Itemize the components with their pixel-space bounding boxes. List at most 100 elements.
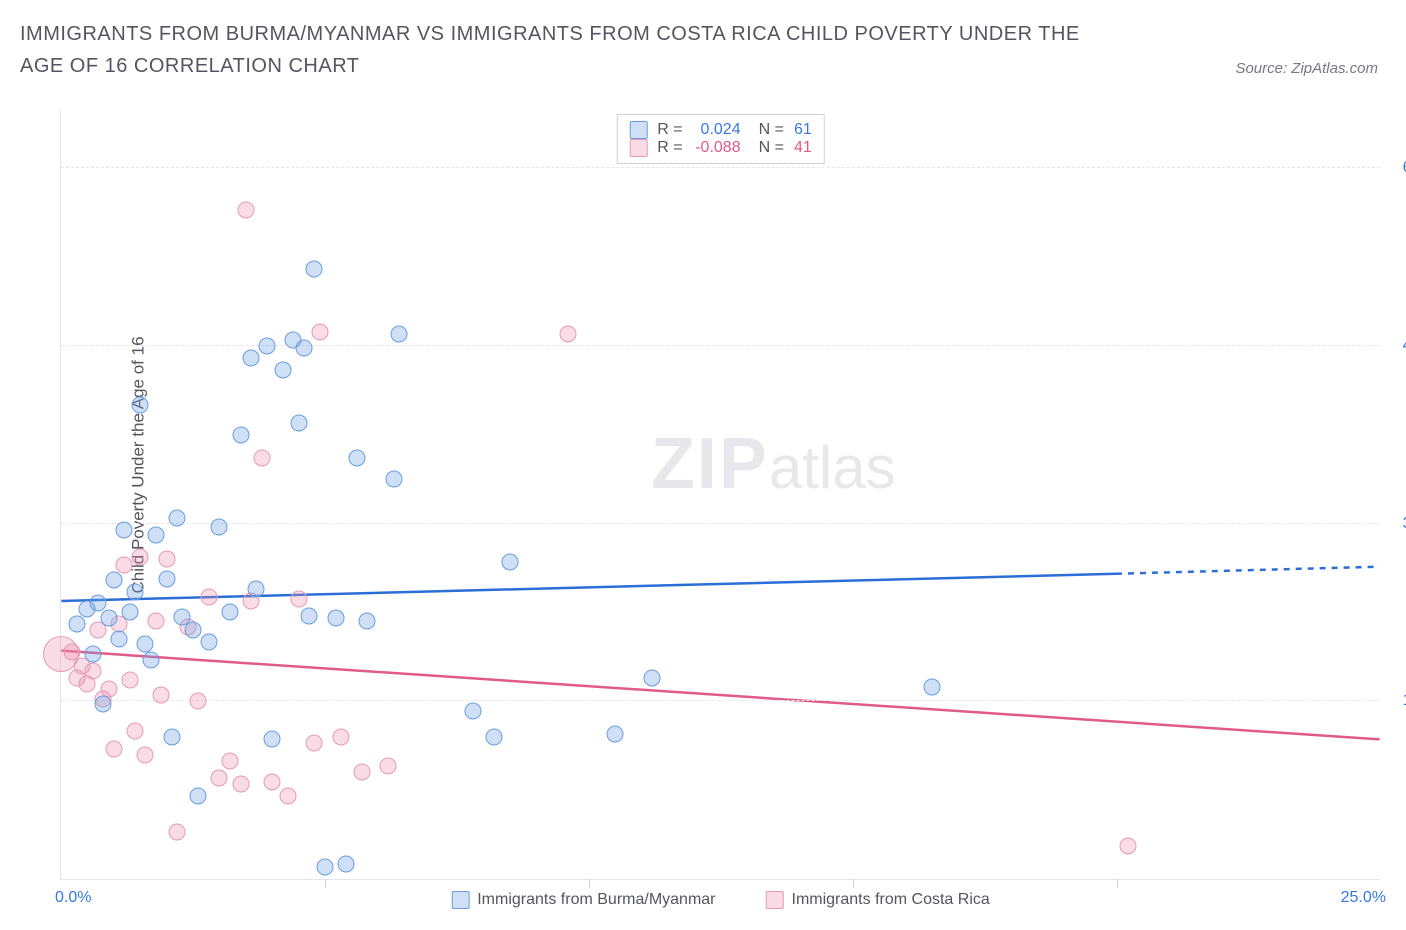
series-a-point [607,726,624,743]
series-b-point [153,687,170,704]
legend-item-series-b: Immigrants from Costa Rica [766,891,990,909]
y-tick-label: 60.0% [1403,159,1406,177]
series-b-point [126,722,143,739]
chart-title: IMMIGRANTS FROM BURMA/MYANMAR VS IMMIGRA… [20,18,1120,82]
series-a-point [100,610,117,627]
series-b-point [237,201,254,218]
series-b-point [290,591,307,608]
series-a-point [232,426,249,443]
y-tick-label: 15.0% [1403,692,1406,710]
series-a-point [301,608,318,625]
series-b-point [306,734,323,751]
series-a-point [264,731,281,748]
series-b-point [280,788,297,805]
series-a-point [111,630,128,647]
series-b-point [332,728,349,745]
series-a-point [95,695,112,712]
y-tick-label: 30.0% [1403,515,1406,533]
series-a-point [485,728,502,745]
legend-item-series-a: Immigrants from Burma/Myanmar [451,891,715,909]
series-a-point [243,349,260,366]
x-tick [325,879,326,887]
series-a-point [221,604,238,621]
swatch-series-a [629,121,647,139]
series-b-point [559,326,576,343]
n-label-b: N = [759,139,784,157]
series-a-point [116,521,133,538]
series-b-point [1119,837,1136,854]
series-a-point [274,361,291,378]
series-a-name: Immigrants from Burma/Myanmar [477,891,715,909]
series-a-point [163,728,180,745]
n-value-a: 61 [794,121,812,139]
trend-lines [61,110,1380,879]
series-a-point [258,337,275,354]
series-a-point [148,527,165,544]
series-a-point [348,450,365,467]
series-b-point [121,672,138,689]
x-tick [1117,879,1118,887]
series-b-point [211,770,228,787]
series-b-point [311,323,328,340]
legend-row-series-b: R = -0.088 N = 41 [629,139,811,157]
series-a-point [295,340,312,357]
series-a-point [390,326,407,343]
series-b-point [253,450,270,467]
r-label-a: R = [657,121,682,139]
series-b-point [169,823,186,840]
series-b-point [116,557,133,574]
swatch-series-b-bottom [766,891,784,909]
chart-plot-area: ZIPatlas R = 0.024 N = 61 R = -0.088 N =… [60,110,1380,880]
x-axis-max-label: 25.0% [1341,889,1386,907]
x-tick [853,879,854,887]
series-b-point [105,740,122,757]
series-a-point [248,580,265,597]
series-b-point [84,662,101,679]
swatch-series-a-bottom [451,891,469,909]
series-b-point [264,773,281,790]
series-b-point [190,693,207,710]
series-a-point [338,855,355,872]
r-value-a: 0.024 [693,121,741,139]
r-label-b: R = [657,139,682,157]
series-a-point [89,595,106,612]
series-b-point [380,758,397,775]
series-legend: Immigrants from Burma/Myanmar Immigrants… [451,891,990,909]
n-value-b: 41 [794,139,812,157]
swatch-series-b [629,139,647,157]
series-a-point [359,612,376,629]
gridline [61,700,1380,701]
series-a-point [169,509,186,526]
series-b-point [137,746,154,763]
series-a-point [84,645,101,662]
series-b-name: Immigrants from Costa Rica [792,891,990,909]
legend-row-series-a: R = 0.024 N = 61 [629,121,811,139]
series-b-point [158,551,175,568]
series-a-point [306,260,323,277]
series-b-point [148,612,165,629]
y-tick-label: 45.0% [1403,337,1406,355]
gridline [61,523,1380,524]
series-a-point [385,470,402,487]
series-a-point [211,519,228,536]
series-a-point [158,571,175,588]
series-a-point [121,604,138,621]
gridline [61,167,1380,168]
series-a-point [126,584,143,601]
series-a-point [464,702,481,719]
series-a-point [644,669,661,686]
series-a-point [142,651,159,668]
x-axis-min-label: 0.0% [55,889,91,907]
series-a-point [190,788,207,805]
correlation-legend: R = 0.024 N = 61 R = -0.088 N = 41 [616,114,824,164]
series-a-point [924,679,941,696]
series-b-point [221,752,238,769]
source-label: Source: ZipAtlas.com [1235,60,1378,77]
series-a-point [317,859,334,876]
n-label-a: N = [759,121,784,139]
x-tick [589,879,590,887]
r-value-b: -0.088 [693,139,741,157]
series-a-point [200,634,217,651]
series-b-point [232,776,249,793]
series-b-point [353,764,370,781]
